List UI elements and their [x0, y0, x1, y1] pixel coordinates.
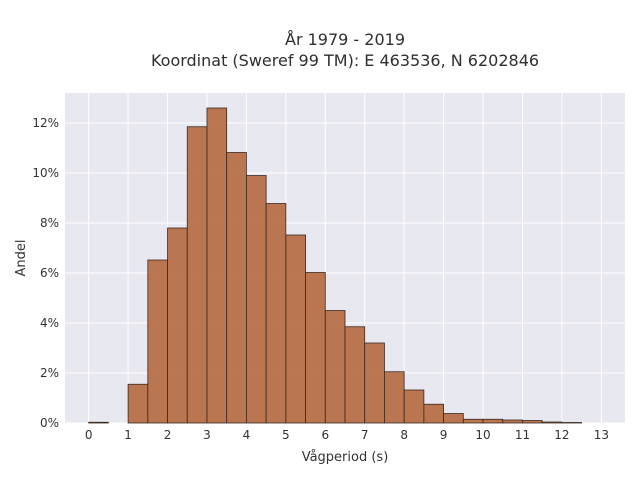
histogram-bar [265, 203, 287, 424]
histogram-bar [88, 421, 109, 424]
histogram-bar [541, 421, 563, 424]
y-tick-label: 8% [40, 216, 59, 230]
x-tick-label: 3 [203, 428, 211, 442]
x-tick-label: 8 [400, 428, 408, 442]
y-tick-label: 0% [40, 416, 59, 430]
x-tick-label: 4 [243, 428, 251, 442]
histogram-bar [206, 107, 228, 424]
x-tick-label: 9 [440, 428, 448, 442]
histogram-bar [443, 413, 464, 424]
x-tick-label: 13 [594, 428, 609, 442]
y-tick-label: 2% [40, 366, 59, 380]
histogram-bar [186, 126, 208, 424]
y-tick-label: 4% [40, 316, 59, 330]
x-tick-label: 6 [321, 428, 329, 442]
y-tick-label: 12% [32, 116, 59, 130]
histogram-bar [147, 259, 168, 424]
histogram-bar [462, 418, 484, 424]
y-ticks: 0% 2% 4% 6% 8% 10% 12% [32, 116, 59, 430]
histogram-bar [403, 389, 425, 424]
x-tick-label: 5 [282, 428, 290, 442]
histogram-bar [324, 310, 346, 424]
histogram-bar [285, 234, 306, 424]
y-tick-label: 6% [40, 266, 59, 280]
histogram-bar [246, 175, 267, 424]
y-axis-label: Andel [14, 240, 29, 277]
histogram-bar [561, 422, 583, 424]
histogram-bar [423, 403, 444, 424]
x-tick-label: 12 [554, 428, 569, 442]
histogram-bar [127, 383, 149, 424]
x-tick-label: 7 [361, 428, 369, 442]
bars [88, 107, 583, 424]
histogram-bar [344, 326, 366, 424]
y-tick-label: 10% [32, 166, 59, 180]
histogram-bar [226, 152, 247, 424]
histogram-bar [384, 371, 405, 424]
histogram-bar [502, 419, 523, 424]
chart-title-line1: År 1979 - 2019 [285, 30, 405, 49]
x-tick-label: 0 [85, 428, 93, 442]
x-tick-label: 2 [164, 428, 172, 442]
x-ticks: 0 1 2 3 4 5 6 7 8 9 10 11 12 13 [85, 428, 609, 442]
histogram-bar [305, 272, 326, 424]
histogram-bar [364, 342, 385, 424]
histogram-bar [482, 418, 504, 424]
x-tick-label: 1 [124, 428, 132, 442]
x-axis-label: Vågperiod (s) [302, 450, 389, 465]
histogram-bar [522, 420, 543, 424]
histogram-bar [167, 227, 188, 424]
chart-title-line2: Koordinat (Sweref 99 TM): E 463536, N 62… [151, 51, 539, 70]
x-tick-label: 11 [515, 428, 530, 442]
x-tick-label: 10 [475, 428, 490, 442]
